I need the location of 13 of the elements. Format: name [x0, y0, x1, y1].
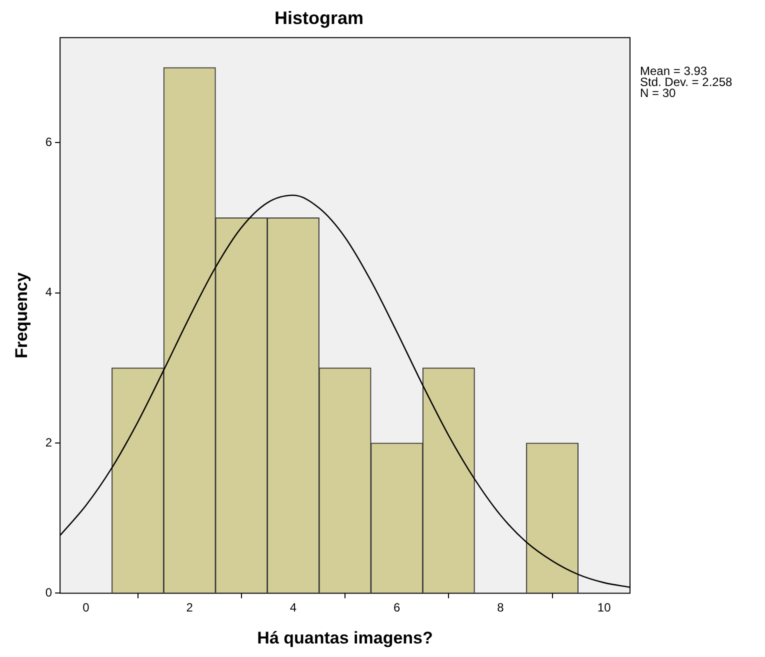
y-axis-title: Frequency: [12, 272, 31, 358]
y-tick-label: 4: [45, 285, 52, 300]
x-tick-label: 10: [597, 600, 612, 615]
x-tick-label: 6: [394, 600, 401, 615]
y-tick-label: 2: [45, 435, 52, 450]
y-tick-label: 0: [45, 586, 52, 600]
x-tick-label: 2: [186, 600, 194, 615]
x-tick-label: 8: [497, 600, 504, 615]
x-tick-label: 4: [290, 600, 297, 615]
chart-title: Histogram: [274, 8, 364, 28]
x-axis-title: Há quantas imagens?: [257, 628, 433, 648]
x-tick-label: 0: [82, 600, 90, 615]
y-tick-label: 6: [45, 135, 52, 150]
